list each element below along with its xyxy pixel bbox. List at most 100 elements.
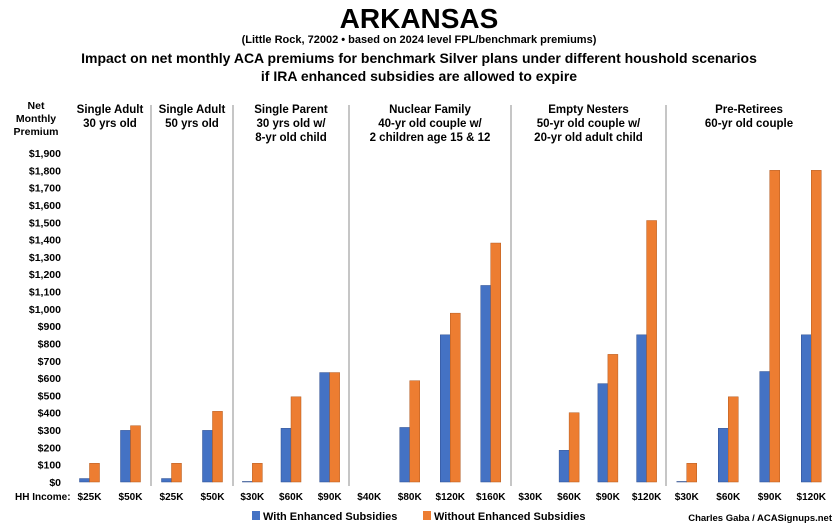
- bars: [79, 170, 822, 483]
- bar-with-subsidies: [759, 371, 770, 483]
- group-label-line: 8-yr old child: [255, 132, 327, 144]
- x-tick-label: $90K: [758, 492, 783, 503]
- bar-without-subsidies: [646, 220, 657, 483]
- y-tick-label: $1,300: [29, 252, 61, 264]
- y-tick-label: $1,900: [29, 148, 61, 160]
- x-tick-label: $40K: [357, 492, 382, 503]
- y-tick-label: $1,700: [29, 183, 61, 195]
- legend-swatch-with: [252, 511, 260, 520]
- bar-without-subsidies: [409, 380, 420, 483]
- y-tick-label: $200: [38, 442, 62, 454]
- chart-heading-line2: if IRA enhanced subsidies are allowed to…: [261, 68, 577, 84]
- y-tick-label: $100: [38, 460, 62, 472]
- x-tick-label: $60K: [716, 492, 741, 503]
- bar-without-subsidies: [686, 463, 697, 483]
- group-label-line: Pre-Retirees: [715, 104, 783, 116]
- bar-without-subsidies: [769, 170, 780, 483]
- y-tick-label: $1,200: [29, 269, 61, 281]
- bar-without-subsidies: [450, 312, 461, 483]
- x-tick-label: $25K: [78, 492, 103, 503]
- y-axis-label-line: Premium: [14, 126, 59, 138]
- bar-without-subsidies: [728, 396, 739, 483]
- y-tick-label: $600: [38, 373, 62, 385]
- y-tick-label: $1,100: [29, 287, 61, 299]
- group-label-line: 50 yrs old: [165, 118, 219, 130]
- bar-without-subsidies: [89, 463, 100, 483]
- bar-with-subsidies: [79, 478, 90, 483]
- bar-with-subsidies: [558, 450, 570, 483]
- group-separators: [150, 105, 667, 486]
- y-tick-label: $1,000: [29, 304, 61, 316]
- x-tick-label: $25K: [160, 492, 185, 503]
- bar-without-subsidies: [290, 396, 302, 483]
- x-tick-label: $60K: [557, 492, 582, 503]
- bar-with-subsidies: [480, 285, 491, 483]
- bar-without-subsidies: [171, 463, 182, 483]
- bar-without-subsidies: [212, 411, 223, 483]
- x-tick-label: $80K: [398, 492, 423, 503]
- x-tick-label: $30K: [518, 492, 543, 503]
- legend-swatch-without: [423, 511, 431, 520]
- y-tick-label: $1,500: [29, 217, 61, 229]
- y-tick-label: $900: [38, 321, 62, 333]
- group-label-line: Single Adult: [159, 104, 226, 116]
- bar-with-subsidies: [280, 428, 292, 483]
- group-label-line: 2 children age 15 & 12: [370, 132, 491, 144]
- x-tick-label: $120K: [797, 492, 827, 503]
- y-tick-label: $400: [38, 408, 62, 420]
- bar-with-subsidies: [440, 334, 451, 483]
- bar-with-subsidies: [120, 430, 131, 483]
- y-axis-label-line: Net: [28, 100, 45, 112]
- group-label-line: Empty Nesters: [548, 104, 629, 116]
- y-tick-label: $500: [38, 390, 62, 402]
- group-label-line: 40-yr old couple w/: [378, 118, 482, 130]
- x-tick-label: $30K: [240, 492, 265, 503]
- bar-without-subsidies: [252, 463, 263, 483]
- x-tick-label: $90K: [596, 492, 621, 503]
- bar-without-subsidies: [568, 412, 580, 483]
- x-tick-label: $90K: [318, 492, 343, 503]
- bar-with-subsidies: [718, 428, 729, 483]
- group-label-line: 30 yrs old: [83, 118, 137, 130]
- x-tick-label: $60K: [279, 492, 304, 503]
- x-axis-label: HH Income:: [15, 492, 71, 503]
- y-tick-label: $800: [38, 338, 62, 350]
- chart-title: ARKANSAS: [340, 3, 499, 34]
- y-tick-label: $1,400: [29, 235, 61, 247]
- group-label-line: Single Adult: [77, 104, 144, 116]
- y-tick-label: $1,800: [29, 165, 61, 177]
- group-labels: Single Adult 30 yrs old Single Adult 50 yrs…: [77, 104, 793, 144]
- legend-label-with: With Enhanced Subsidies: [263, 511, 397, 523]
- y-tick-label: $1,600: [29, 200, 61, 212]
- y-tick-label: $700: [38, 356, 62, 368]
- bar-with-subsidies: [801, 334, 812, 483]
- x-axis-ticks: $25K $50K $25K $50K $30K $60K $90K $40K $80K $120…: [78, 492, 827, 503]
- x-tick-label: $120K: [436, 492, 466, 503]
- x-tick-label: $50K: [119, 492, 144, 503]
- y-axis-label-line: Monthly: [16, 113, 56, 125]
- bar-with-subsidies: [242, 481, 253, 483]
- group-label-line: Nuclear Family: [389, 104, 471, 116]
- bar-with-subsidies: [202, 430, 213, 483]
- legend-label-without: Without Enhanced Subsidies: [434, 511, 585, 523]
- y-tick-label: $300: [38, 425, 62, 437]
- bar-without-subsidies: [607, 354, 619, 483]
- bar-with-subsidies: [399, 427, 410, 483]
- legend: With Enhanced Subsidies Without Enhanced…: [252, 511, 585, 523]
- bar-with-subsidies: [597, 383, 609, 483]
- x-tick-label: $30K: [675, 492, 700, 503]
- chart-subtitle: (Little Rock, 72002 • based on 2024 leve…: [242, 34, 597, 46]
- chart-heading-line1: Impact on net monthly ACA premiums for b…: [81, 50, 757, 66]
- bar-without-subsidies: [490, 242, 501, 483]
- credit: Charles Gaba / ACASignups.net: [688, 513, 833, 524]
- bar-with-subsidies: [161, 478, 172, 483]
- y-tick-label: $0: [49, 477, 61, 489]
- bar-without-subsidies: [811, 170, 822, 483]
- bar-with-subsidies: [636, 334, 647, 483]
- group-label-line: 20-yr old adult child: [534, 132, 643, 144]
- group-label-line: 50-yr old couple w/: [537, 118, 641, 130]
- group-label-line: 30 yrs old w/: [256, 118, 326, 130]
